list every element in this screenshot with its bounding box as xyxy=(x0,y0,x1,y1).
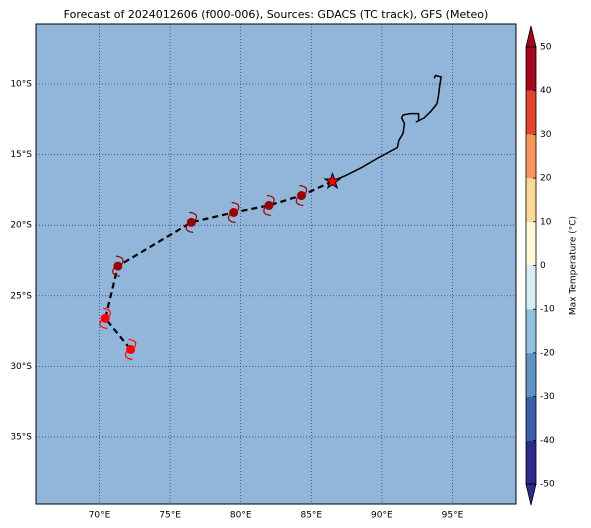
lon-label: 75°E xyxy=(159,511,181,521)
storm-center xyxy=(113,261,123,271)
storm-arc xyxy=(231,201,240,211)
colorbar-tick-label: -10 xyxy=(540,305,555,315)
colorbar-band xyxy=(526,352,536,397)
storm-arc xyxy=(189,211,198,221)
colorbar-band xyxy=(526,265,536,310)
colorbar-tick-label: -50 xyxy=(540,480,555,490)
storm-symbol xyxy=(112,255,124,277)
storm-symbol xyxy=(227,201,240,224)
colorbar-tick-label: 40 xyxy=(540,86,552,96)
colorbar-band xyxy=(526,47,536,91)
storm-symbol xyxy=(295,184,308,207)
colorbar-extend-top xyxy=(525,25,537,48)
colorbar-band xyxy=(526,90,536,135)
storm-arc xyxy=(99,320,108,329)
storm-center xyxy=(100,313,110,323)
lon-label: 90°E xyxy=(371,511,393,521)
colorbar-tick-label: -30 xyxy=(540,392,555,402)
forecast-track xyxy=(103,180,333,351)
colorbar-tick-label: 20 xyxy=(540,174,552,184)
colorbar-band xyxy=(526,221,536,266)
storm-symbol xyxy=(99,307,111,329)
colorbar-tick-label: -40 xyxy=(540,436,555,446)
storm-arc xyxy=(266,194,275,204)
storm-arc xyxy=(263,207,272,217)
colorbar-tick-label: 30 xyxy=(540,130,552,140)
map-title: Forecast of 2024012606 (f000-006), Sourc… xyxy=(64,8,489,21)
colorbar-band xyxy=(526,440,536,484)
storm-center xyxy=(296,191,306,201)
colorbar-band xyxy=(526,134,536,179)
storm-arc xyxy=(295,197,304,207)
storm-arc xyxy=(115,255,124,265)
storm-arc xyxy=(128,338,137,348)
lon-label: 80°E xyxy=(230,511,252,521)
storm-arc xyxy=(112,267,120,277)
storm-symbol xyxy=(263,194,275,217)
colorbar-tick-label: 50 xyxy=(540,43,552,53)
ocean xyxy=(36,24,516,504)
lat-label: 20°S xyxy=(10,221,32,231)
current-position xyxy=(323,171,342,190)
lon-label: 95°E xyxy=(442,511,464,521)
map-frame xyxy=(35,23,517,505)
storm-arc xyxy=(124,351,133,361)
past-track xyxy=(330,74,443,183)
lat-label: 25°S xyxy=(10,291,32,301)
storm-arc xyxy=(103,307,111,317)
colorbar-tick-label: 0 xyxy=(540,261,546,271)
lat-label: 35°S xyxy=(10,432,32,442)
lat-label: 10°S xyxy=(10,80,32,90)
storm-arc xyxy=(227,214,236,224)
colorbar-tick-label: 10 xyxy=(540,217,552,227)
colorbar-label: Max Temperature (°C) xyxy=(569,216,579,315)
storm-center xyxy=(126,344,136,354)
colorbar-band xyxy=(526,309,536,353)
lat-label: 30°S xyxy=(10,362,32,372)
storm-center xyxy=(229,207,239,217)
colorbar-tick-label: -20 xyxy=(540,348,555,358)
storm-center xyxy=(264,200,274,210)
colorbar-band xyxy=(526,396,536,441)
storm-symbol xyxy=(124,338,137,361)
colorbar-extend-bottom xyxy=(525,483,537,506)
lat-label: 15°S xyxy=(10,150,32,160)
lon-label: 70°E xyxy=(89,511,111,521)
storm-symbol xyxy=(185,211,198,233)
lon-label: 85°E xyxy=(300,511,322,521)
storm-arc xyxy=(299,184,308,194)
storm-arc xyxy=(185,224,194,233)
colorbar-band xyxy=(526,178,536,222)
storm-center xyxy=(186,217,196,227)
